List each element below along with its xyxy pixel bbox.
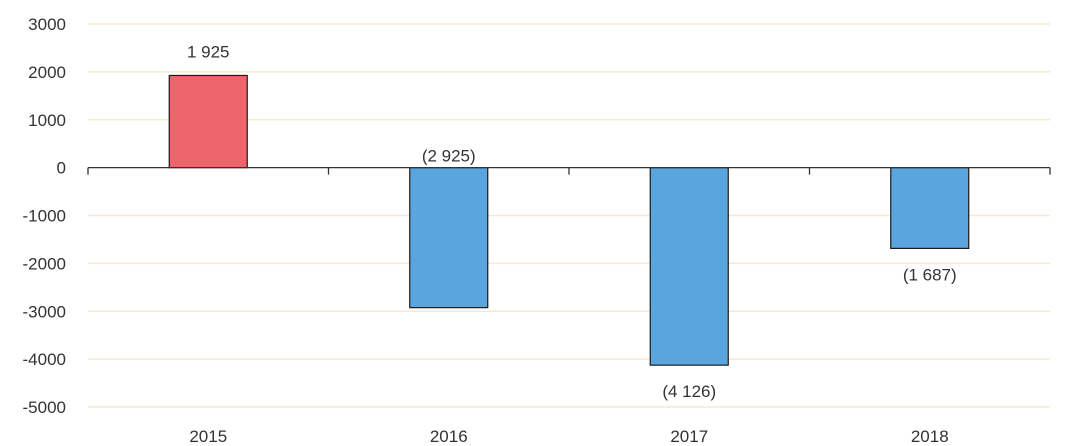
x-tick-label: 2017 <box>670 427 708 446</box>
y-tick-label: 3000 <box>28 15 66 34</box>
x-axis-tick-labels: 2015 2016 2017 2018 <box>189 427 948 446</box>
x-tick-label: 2015 <box>189 427 227 446</box>
data-labels: 1 925 (2 925) (4 126) (1 687) <box>187 42 957 401</box>
bar <box>649 167 729 366</box>
x-tick-label: 2018 <box>911 427 949 446</box>
y-tick-label: -4000 <box>23 350 66 369</box>
y-tick-label: 1000 <box>28 111 66 130</box>
y-tick-label: -2000 <box>23 254 66 273</box>
y-tick-label: -5000 <box>23 398 66 417</box>
y-axis-tick-labels: 3000 2000 1000 0 -1000 -2000 -3000 -4000 -5000 <box>23 15 66 417</box>
gridlines <box>88 23 1050 408</box>
x-tick-label: 2016 <box>430 427 468 446</box>
data-label: (2 925) <box>422 147 476 166</box>
y-tick-label: 0 <box>57 159 66 178</box>
y-tick-label: -1000 <box>23 207 66 226</box>
data-label: 1 925 <box>187 42 230 61</box>
x-axis <box>87 166 1051 175</box>
bar <box>409 167 489 309</box>
bar <box>168 74 248 169</box>
data-label: (4 126) <box>662 382 716 401</box>
data-label: (1 687) <box>903 265 957 284</box>
bar <box>890 167 970 249</box>
bars <box>168 74 970 366</box>
y-tick-label: -3000 <box>23 302 66 321</box>
y-tick-label: 2000 <box>28 63 66 82</box>
